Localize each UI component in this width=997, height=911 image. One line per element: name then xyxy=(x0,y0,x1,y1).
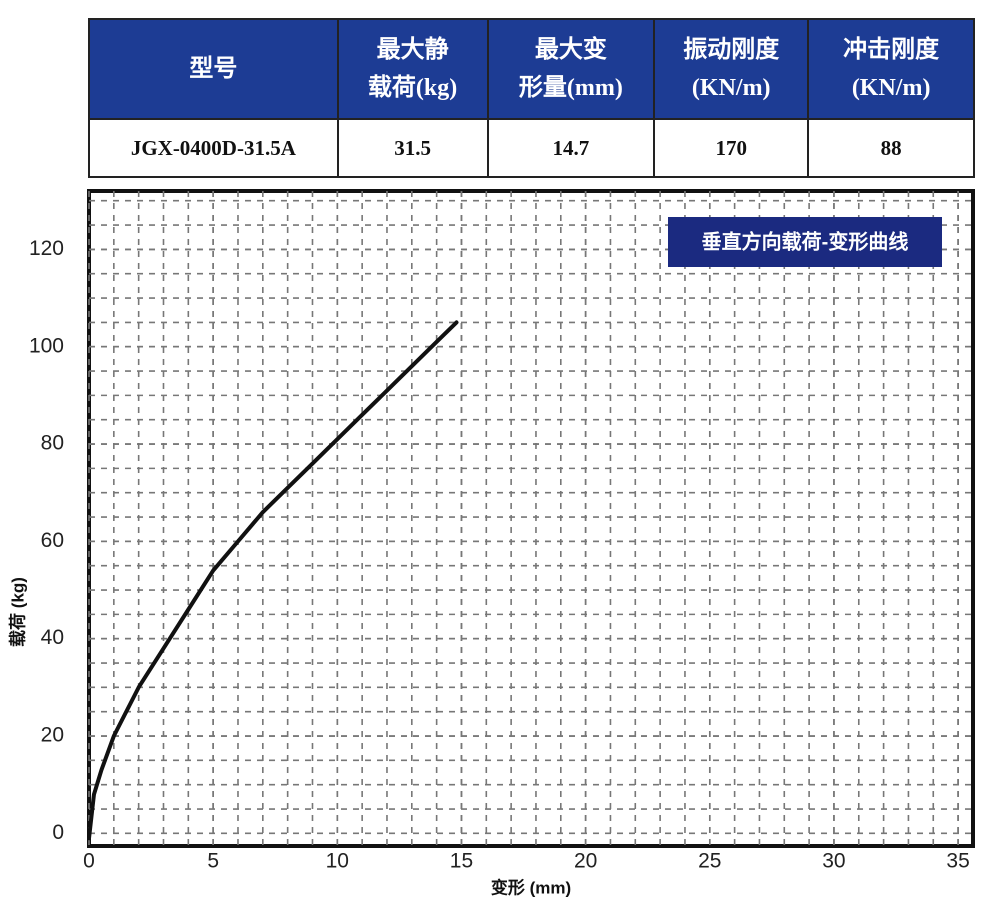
header-text: 最大静 xyxy=(376,37,449,63)
x-tick-label: 5 xyxy=(207,850,219,873)
x-tick-label: 25 xyxy=(698,850,721,873)
y-tick-label: 120 xyxy=(29,237,64,260)
header-text: 载荷(kg) xyxy=(367,75,458,101)
header-text: (KN/m) xyxy=(851,75,931,101)
cell: 88 xyxy=(807,118,975,178)
cell: JGX-0400D-31.5A xyxy=(88,118,339,178)
header-text: 形量(mm) xyxy=(518,75,623,101)
y-tick-label: 60 xyxy=(41,529,64,552)
x-tick-label: 0 xyxy=(83,850,95,873)
title-box xyxy=(668,217,942,267)
x-tick-label: 35 xyxy=(946,850,969,873)
y-tick-label: 40 xyxy=(41,626,64,649)
plot-frame xyxy=(87,189,975,848)
x-axis-label: 变形 (mm) xyxy=(491,877,571,897)
header-text: 型号 xyxy=(189,56,238,82)
header-cell: 型号 xyxy=(88,18,339,120)
cell: 31.5 xyxy=(336,118,489,178)
header-row: 型号 最大静 载荷(kg) 最大变 形量(mm) 振动刚度 (KN/m) 冲击刚度 (KN/m) xyxy=(88,18,975,120)
y-tick-label: 80 xyxy=(41,432,64,455)
spec-table: 型号 最大静 载荷(kg) 最大变 形量(mm) 振动刚度 (KN/m) 冲击刚度 (KN/m)… xyxy=(88,18,975,178)
data-row: JGX-0400D-31.5A 31.5 14.7 170 88 xyxy=(88,118,975,178)
cell: 170 xyxy=(653,118,810,178)
data-line xyxy=(87,320,459,841)
y-tick-label: 20 xyxy=(41,724,64,747)
header-cell: 最大变形量(mm) xyxy=(486,18,656,120)
header-text: (KN/m) xyxy=(691,75,771,101)
cell: 14.7 xyxy=(486,118,656,178)
x-tick-label: 20 xyxy=(574,850,597,873)
x-tick-label: 30 xyxy=(822,850,845,873)
header-text: 振动刚度 xyxy=(683,37,780,63)
header-text: 最大变 xyxy=(534,37,607,63)
y-tick-label: 0 xyxy=(52,821,64,844)
x-tick-label: 10 xyxy=(326,850,349,873)
y-tick-label: 100 xyxy=(29,334,64,357)
y-axis-label: 载荷 (kg) xyxy=(7,577,27,647)
header-cell: 振动刚度 (KN/m) xyxy=(653,18,810,120)
x-tick-label: 15 xyxy=(450,850,473,873)
header-text: 冲击刚度 xyxy=(843,37,940,63)
chart-title: 垂直方向载荷-变形曲线 xyxy=(702,229,909,253)
header-cell: 冲击刚度 (KN/m) xyxy=(807,18,975,120)
header-cell: 最大静载荷(kg) xyxy=(336,18,489,120)
